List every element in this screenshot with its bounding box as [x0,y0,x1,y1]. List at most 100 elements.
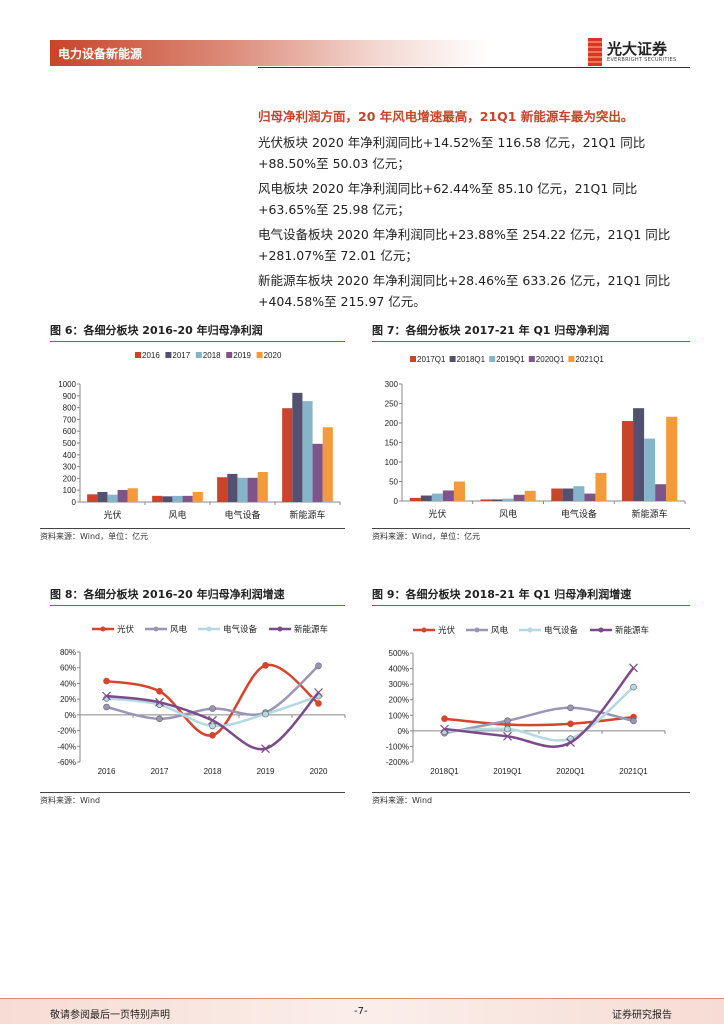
paragraph: 电气设备板块 2020 年净利润同比+23.88%至 254.22 亿元，21Q… [258,227,671,263]
y-tick-label: 40% [60,679,76,688]
marker-x-icon [155,697,164,707]
marker-point [156,687,163,695]
bar-2018Q1 [633,408,645,501]
x-tick-label: 光伏 [428,508,446,519]
paragraph: 风电板块 2020 年净利润同比+62.44%至 85.10 亿元，21Q1 同… [258,181,638,217]
bar-2019Q1 [502,498,514,501]
bar-2018 [107,494,118,502]
footer-report-type: 证券研究报告 [612,1010,672,1021]
y-tick-label: 500 [63,439,77,448]
bar-2021Q1 [595,472,607,501]
legend-swatch [410,356,416,362]
legend-swatch [528,356,535,362]
legend-marker [421,627,427,633]
marker-point [209,705,216,712]
bar-2020 [127,488,138,502]
bar-2017 [292,392,303,502]
y-tick-label: -20% [57,727,76,736]
bar-2018Q1 [420,495,432,501]
legend-label: 风电 [491,625,509,635]
legend-label: 光伏 [438,625,456,635]
chart-source: 资料来源：Wind，单位：亿元 [372,528,690,542]
bar-2018 [302,401,313,502]
header-bar: 电力设备新能源 [50,40,490,66]
chart-fig9: -200% -100% 0% 100% 200% 300% 400% 500% 2018Q1 20… [386,625,666,776]
y-tick-label: -60% [57,758,76,767]
x-tick-label: 风电 [499,508,517,519]
marker-point [630,717,637,725]
bar-2016 [282,408,293,502]
legend-label: 电气设备 [544,625,579,635]
legend-label: 电气设备 [223,624,258,634]
legend-swatch [489,356,496,362]
bar-2018Q1 [491,499,503,501]
legend-label: 2017Q1 [417,355,446,364]
y-tick-label: 500% [389,649,409,658]
marker-x-icon [208,715,217,725]
bar-2018Q1 [562,488,574,501]
bar-2020Q1 [655,484,667,501]
marker-point [103,703,110,711]
legend-label: 2021Q1 [575,355,604,364]
legend-marker [598,627,604,633]
bar-2020Q1 [584,493,596,501]
x-tick-label: 2018Q1 [430,767,459,776]
chart-title: 图 9：各细分板块 2018-21 年 Q1 归母净利润增速 [372,586,690,606]
y-tick-label: 200 [385,419,399,428]
y-tick-label: 0 [72,498,77,507]
legend-label: 2017 [172,351,190,360]
legend-marker [100,626,106,632]
x-tick-label: 2019Q1 [493,767,522,776]
paragraph: 光伏板块 2020 年净利润同比+14.52%至 116.58 亿元，21Q1 … [258,135,646,171]
y-tick-label: 700 [63,415,77,424]
bar-2019Q1 [573,486,585,501]
marker-x-icon [503,731,512,741]
y-tick-label: 1000 [58,380,76,389]
legend-swatch [165,352,172,358]
legend-marker [474,627,480,633]
x-tick-label: 电气设备 [224,509,260,520]
marker-point [504,717,511,725]
legend-label: 2019Q1 [496,355,525,364]
legend-label: 2020 [264,351,282,360]
x-tick-label: 2016 [98,767,116,776]
bar-2017Q1 [551,488,563,501]
logo-mark-icon [588,38,602,66]
legend-label: 风电 [170,624,188,634]
marker-x-icon [566,738,575,747]
bar-2018 [172,495,183,502]
x-tick-label: 2017 [151,767,169,776]
marker-x-icon [314,688,323,697]
logo: 光大证券 EVERBRIGHT SECURITIES [588,38,688,66]
y-tick-label: 50 [389,478,398,487]
y-tick-label: 300% [389,680,409,689]
paragraph: 新能源车板块 2020 年净利润同比+28.46%至 633.26 亿元，21Q… [258,273,671,309]
legend-swatch [449,356,456,362]
marker-point [315,700,322,707]
legend-marker [527,627,533,633]
chart-source: 资料来源：Wind [372,792,690,806]
y-tick-label: 20% [60,695,76,704]
bar-2017Q1 [480,499,492,501]
bar-2018 [237,477,248,502]
y-tick-label: 80% [60,648,76,657]
x-tick-label: 光伏 [103,509,121,520]
x-tick-label: 2020Q1 [556,767,585,776]
bar-2020Q1 [442,490,454,501]
legend-label: 2020Q1 [536,355,565,364]
legend-label: 2016 [142,351,160,360]
legend-swatch [195,352,202,358]
legend-label: 2018Q1 [457,355,486,364]
headline: 归母净利润方面，20 年风电增速最高，21Q1 新能源车最为突出。 [258,109,634,124]
bar-2021Q1 [453,481,465,501]
bar-2019Q1 [431,493,443,501]
y-tick-label: 150 [385,439,399,448]
legend-label: 2018 [203,351,221,360]
bar-2016 [217,477,228,502]
bar-2021Q1 [524,490,536,501]
marker-point [262,710,269,718]
bar-2020 [322,427,333,502]
bar-2020 [192,491,203,502]
marker-x-icon [440,724,449,734]
legend-marker [153,626,159,632]
